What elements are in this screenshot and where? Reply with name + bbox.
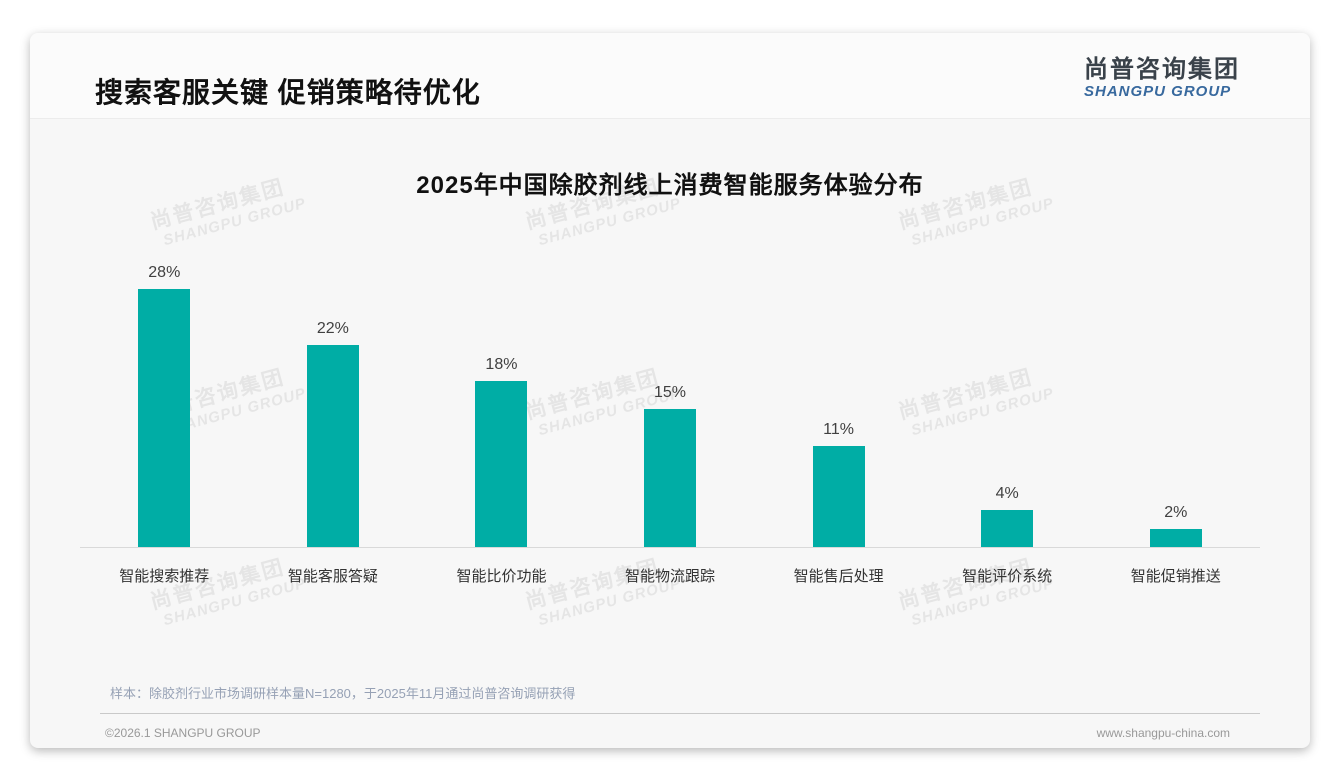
copyright-text: ©2026.1 SHANGPU GROUP xyxy=(105,726,261,740)
bar xyxy=(981,510,1034,547)
chart-column: 4% xyxy=(923,485,1092,547)
sample-footnote: 样本：除胶剂行业市场调研样本量N=1280，于2025年11月通过尚普咨询调研获… xyxy=(110,686,576,701)
category-label: 智能售后处理 xyxy=(793,568,884,585)
chart-title: 2025年中国除胶剂线上消费智能服务体验分布 xyxy=(416,172,924,199)
category-label: 智能评价系统 xyxy=(962,568,1053,585)
chart-column: 18% xyxy=(417,356,586,547)
page-title: 搜索客服关键 促销策略待优化 xyxy=(95,77,481,108)
chart-column: 2% xyxy=(1091,504,1260,547)
bar xyxy=(1149,528,1202,547)
chart-column: 15% xyxy=(586,384,755,547)
slide-card: 尚普咨询集团 SHANGPU GROUP 尚普咨询集团 SHANGPU GROUP … xyxy=(30,33,1310,748)
website-url: www.shangpu-china.com xyxy=(1096,726,1230,740)
bar-chart: 2025年中国除胶剂线上消费智能服务体验分布 28% 22% 18% 15% 11% 4%… xyxy=(80,165,1260,586)
bar xyxy=(306,344,359,547)
bar xyxy=(138,289,191,547)
category-label: 智能促销推送 xyxy=(1130,568,1221,585)
bar xyxy=(644,409,697,547)
footer-divider xyxy=(100,713,1260,714)
chart-column: 22% xyxy=(249,320,418,547)
chart-categories: 智能搜索推荐 智能客服答疑 智能比价功能 智能物流跟踪 智能售后处理 智能评价系统 智能促销… xyxy=(80,548,1260,586)
logo-en-text: SHANGPU GROUP xyxy=(1084,83,1232,101)
category-label: 智能比价功能 xyxy=(456,568,547,585)
bar xyxy=(475,381,528,547)
category-label: 智能客服答疑 xyxy=(287,568,378,585)
chart-column: 11% xyxy=(754,421,923,547)
category-label: 智能物流跟踪 xyxy=(625,568,716,585)
bar-value-label: 28% xyxy=(148,264,181,282)
bar-value-label: 22% xyxy=(316,319,349,337)
header: 搜索客服关键 促销策略待优化 尚普咨询集团 SHANGPU GROUP xyxy=(30,33,1310,119)
chart-plot: 28% 22% 18% 15% 11% 4% 2% xyxy=(80,264,1260,548)
bar-value-label: 15% xyxy=(654,384,687,401)
bar-value-label: 2% xyxy=(1164,503,1188,521)
chart-column: 28% xyxy=(80,264,249,547)
bar-value-label: 4% xyxy=(995,485,1019,503)
footer: ©2026.1 SHANGPU GROUP www.shangpu-china.… xyxy=(105,726,1230,740)
bar-value-label: 11% xyxy=(823,420,855,438)
category-label: 智能搜索推荐 xyxy=(119,568,210,585)
bar xyxy=(812,445,865,547)
bar-value-label: 18% xyxy=(485,356,518,374)
logo-cn-text: 尚普咨询集团 xyxy=(1084,56,1240,83)
company-logo: 尚普咨询集团 SHANGPU GROUP xyxy=(1084,56,1240,101)
